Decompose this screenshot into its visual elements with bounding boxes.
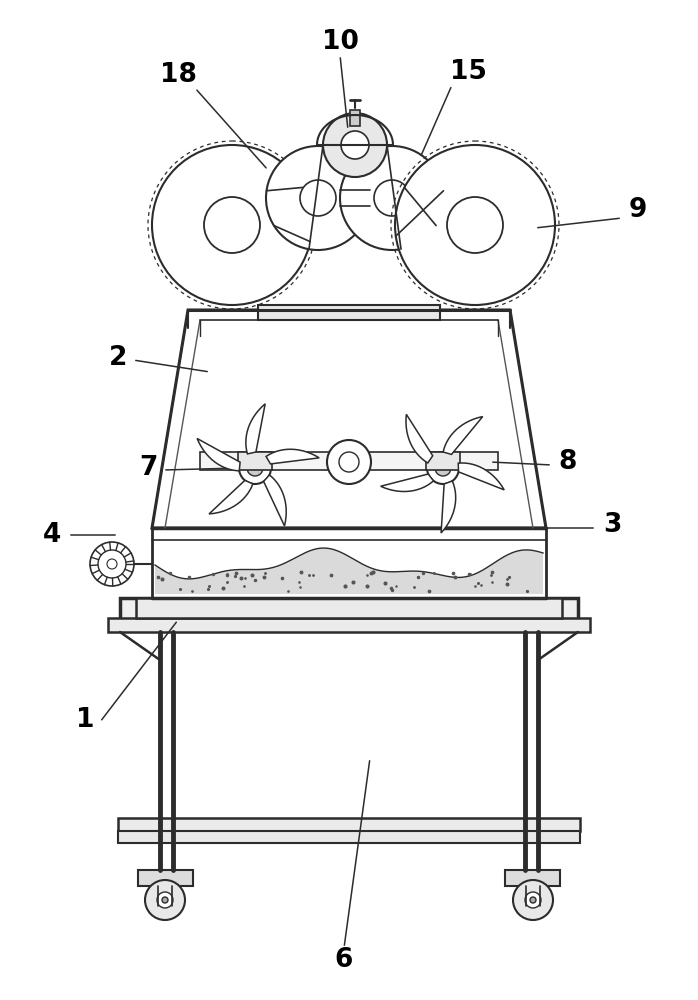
Circle shape (157, 892, 173, 908)
Polygon shape (459, 463, 504, 490)
Bar (138, 870, 193, 886)
Text: 15: 15 (450, 59, 487, 85)
Polygon shape (209, 480, 253, 514)
Circle shape (90, 542, 134, 586)
Circle shape (427, 452, 459, 484)
Text: 10: 10 (322, 29, 359, 55)
Polygon shape (380, 474, 433, 492)
Bar (238, 452, 272, 470)
Polygon shape (155, 548, 543, 594)
Bar (118, 831, 580, 843)
Circle shape (395, 145, 555, 305)
Bar (152, 528, 546, 600)
Bar (120, 598, 578, 620)
Circle shape (98, 550, 126, 578)
Circle shape (339, 452, 359, 472)
Polygon shape (197, 438, 240, 471)
Circle shape (204, 197, 260, 253)
Polygon shape (152, 310, 546, 528)
Bar (108, 618, 590, 632)
Polygon shape (441, 481, 456, 533)
Bar (505, 870, 560, 886)
Circle shape (107, 559, 117, 569)
Circle shape (300, 180, 336, 216)
Circle shape (374, 180, 410, 216)
Circle shape (435, 460, 451, 476)
Text: 2: 2 (109, 345, 127, 371)
Circle shape (341, 131, 369, 159)
Bar (136, 598, 562, 618)
Circle shape (239, 452, 271, 484)
Circle shape (152, 145, 312, 305)
Circle shape (266, 146, 370, 250)
Circle shape (162, 897, 168, 903)
Text: 18: 18 (160, 62, 196, 88)
Circle shape (447, 197, 503, 253)
Circle shape (513, 880, 553, 920)
Bar (426, 452, 460, 470)
Text: 7: 7 (139, 455, 157, 481)
Circle shape (247, 460, 263, 476)
Polygon shape (264, 475, 286, 526)
Bar (200, 452, 498, 470)
Polygon shape (246, 404, 265, 454)
Bar (258, 305, 440, 320)
Circle shape (145, 880, 185, 920)
Text: 4: 4 (43, 522, 61, 548)
Text: 6: 6 (335, 947, 353, 973)
Polygon shape (443, 417, 483, 454)
Text: 9: 9 (629, 197, 647, 223)
Polygon shape (406, 414, 433, 463)
Circle shape (525, 892, 541, 908)
Circle shape (530, 897, 536, 903)
Circle shape (323, 113, 387, 177)
Text: 1: 1 (76, 707, 94, 733)
Text: 8: 8 (559, 449, 577, 475)
Circle shape (340, 146, 444, 250)
Text: 3: 3 (603, 512, 621, 538)
Circle shape (327, 440, 371, 484)
Bar (118, 818, 580, 831)
Polygon shape (266, 449, 319, 464)
Bar (350, 110, 360, 126)
